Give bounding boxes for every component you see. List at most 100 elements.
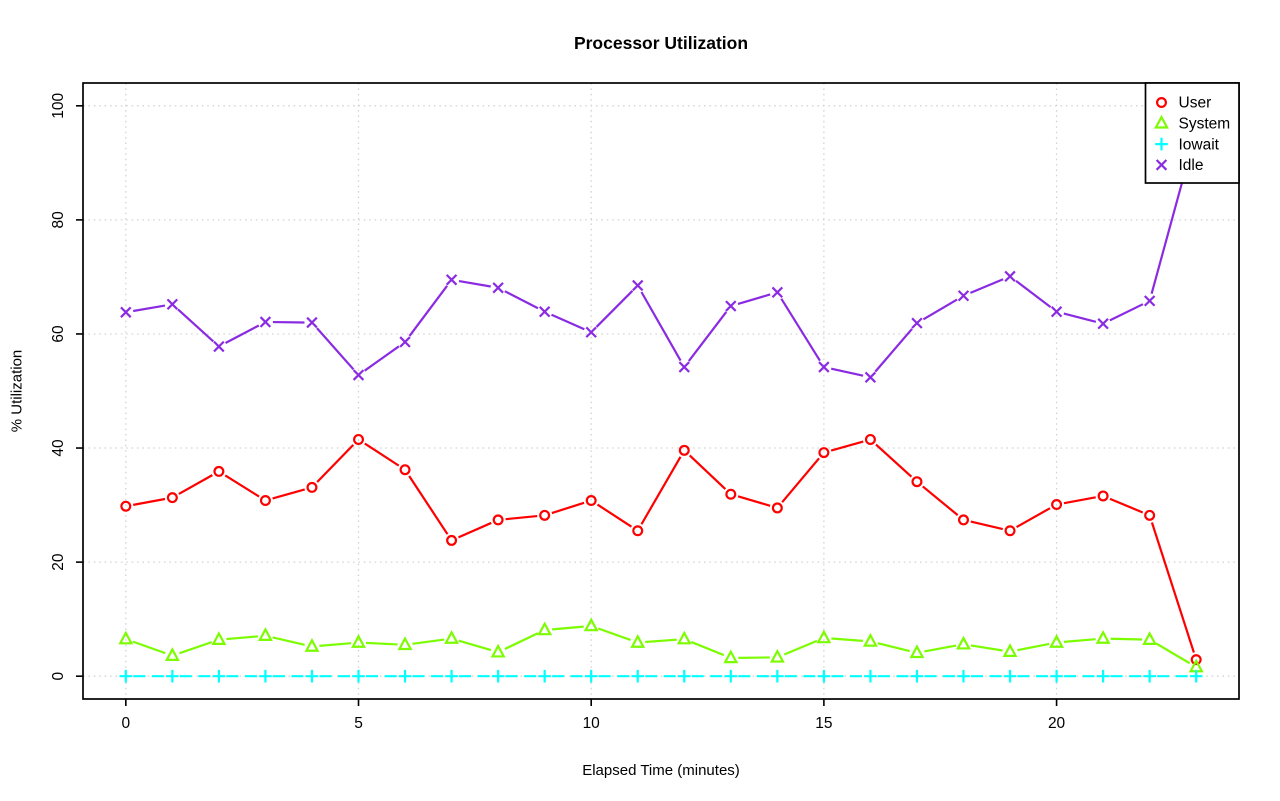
system-point — [862, 632, 878, 647]
idle-line-segment — [687, 311, 728, 362]
idle-line-segment — [551, 313, 585, 331]
idle-line-segment — [363, 345, 400, 372]
user-line-segment — [224, 474, 260, 498]
system-point — [816, 629, 832, 644]
system-point — [164, 647, 180, 661]
iowait-point — [677, 669, 691, 683]
user-point — [539, 509, 551, 521]
iowait-point — [119, 669, 133, 683]
user-line-segment — [408, 475, 449, 535]
idle-point — [632, 279, 644, 292]
user-point — [446, 534, 458, 546]
system-line-segment — [1017, 642, 1050, 652]
system-line-segment — [1155, 642, 1191, 665]
system-point — [444, 630, 460, 644]
idle-line-segment — [316, 327, 355, 371]
legend-label-iowait: Iowait — [1179, 136, 1220, 153]
x-tick-label: 0 — [122, 715, 131, 732]
user-point — [1051, 499, 1063, 511]
iowait-point — [1003, 669, 1017, 683]
system-point — [211, 631, 227, 645]
idle-line-segment — [830, 367, 864, 377]
idle-line-segment — [504, 290, 539, 310]
system-line-segment — [831, 637, 864, 642]
system-point — [257, 627, 273, 641]
iowait-point — [259, 669, 272, 683]
idle-point — [1050, 306, 1063, 318]
idle-point — [864, 371, 877, 383]
iowait-point — [1189, 669, 1203, 683]
user-line-segment — [640, 456, 682, 525]
y-tick-label: 40 — [50, 439, 67, 457]
iowait-point — [1096, 669, 1110, 683]
series-system — [118, 617, 1204, 673]
system-point — [909, 644, 925, 659]
idle-line-segment — [922, 298, 958, 321]
system-line-segment — [1110, 637, 1143, 641]
system-line-segment — [226, 635, 259, 641]
user-point — [120, 500, 132, 512]
legend-label-idle: Idle — [1179, 157, 1204, 174]
system-line-segment — [319, 642, 352, 647]
idle-point — [259, 316, 272, 328]
system-line-segment — [132, 640, 166, 655]
y-axis-label: % Utilization — [8, 349, 26, 433]
system-point — [583, 617, 599, 632]
idle-line-segment — [969, 278, 1004, 294]
idle-point — [957, 290, 970, 302]
system-line-segment — [877, 642, 910, 653]
plot-border — [82, 82, 1240, 700]
idle-point — [678, 361, 690, 373]
user-point — [771, 502, 783, 514]
idle-point — [166, 298, 179, 310]
user-line-segment — [1109, 497, 1144, 514]
idle-point — [911, 317, 923, 329]
idle-point — [538, 306, 551, 318]
user-point — [864, 433, 876, 445]
grid-layer — [83, 83, 1239, 699]
user-line-segment — [1016, 507, 1051, 529]
idle-point — [725, 300, 737, 312]
system-line-segment — [458, 639, 492, 652]
idle-line-segment — [874, 328, 913, 373]
idle-point — [818, 361, 830, 373]
idle-point — [213, 340, 225, 353]
iowait-point — [817, 669, 831, 683]
y-tick-label: 80 — [50, 211, 67, 229]
idle-line-segment — [133, 304, 166, 313]
idle-point — [492, 282, 504, 294]
system-line-segment — [179, 641, 213, 655]
system-point — [769, 648, 785, 663]
user-line-segment — [132, 497, 166, 506]
idle-line-segment — [408, 285, 448, 337]
system-line-segment — [365, 641, 398, 646]
system-line-segment — [690, 640, 725, 657]
iowait-point — [771, 669, 784, 683]
user-line-segment — [551, 501, 585, 515]
user-point — [1144, 509, 1156, 521]
iowait-point — [305, 669, 319, 683]
x-axis-label: Elapsed Time (minutes) — [582, 762, 740, 779]
user-point — [213, 465, 225, 477]
user-point — [166, 492, 178, 504]
idle-point — [1004, 270, 1016, 283]
idle-point — [585, 326, 597, 338]
legend-item-iowait: Iowait — [1155, 136, 1220, 153]
idle-line-segment — [595, 290, 634, 328]
y-tick-label: 100 — [50, 93, 67, 119]
iowait-point — [398, 669, 412, 683]
system-point — [1049, 634, 1065, 648]
idle-line-segment — [177, 308, 215, 343]
user-point — [306, 481, 318, 493]
idle-point — [1097, 318, 1109, 330]
user-point — [818, 447, 830, 459]
idle-line-segment — [737, 293, 771, 305]
system-point — [630, 634, 646, 648]
x-tick-label: 5 — [354, 715, 363, 732]
system-point — [490, 643, 506, 658]
x-tick-label: 20 — [1048, 715, 1066, 732]
user-point — [1004, 525, 1016, 537]
idle-point — [120, 306, 132, 318]
idle-point — [771, 286, 784, 299]
